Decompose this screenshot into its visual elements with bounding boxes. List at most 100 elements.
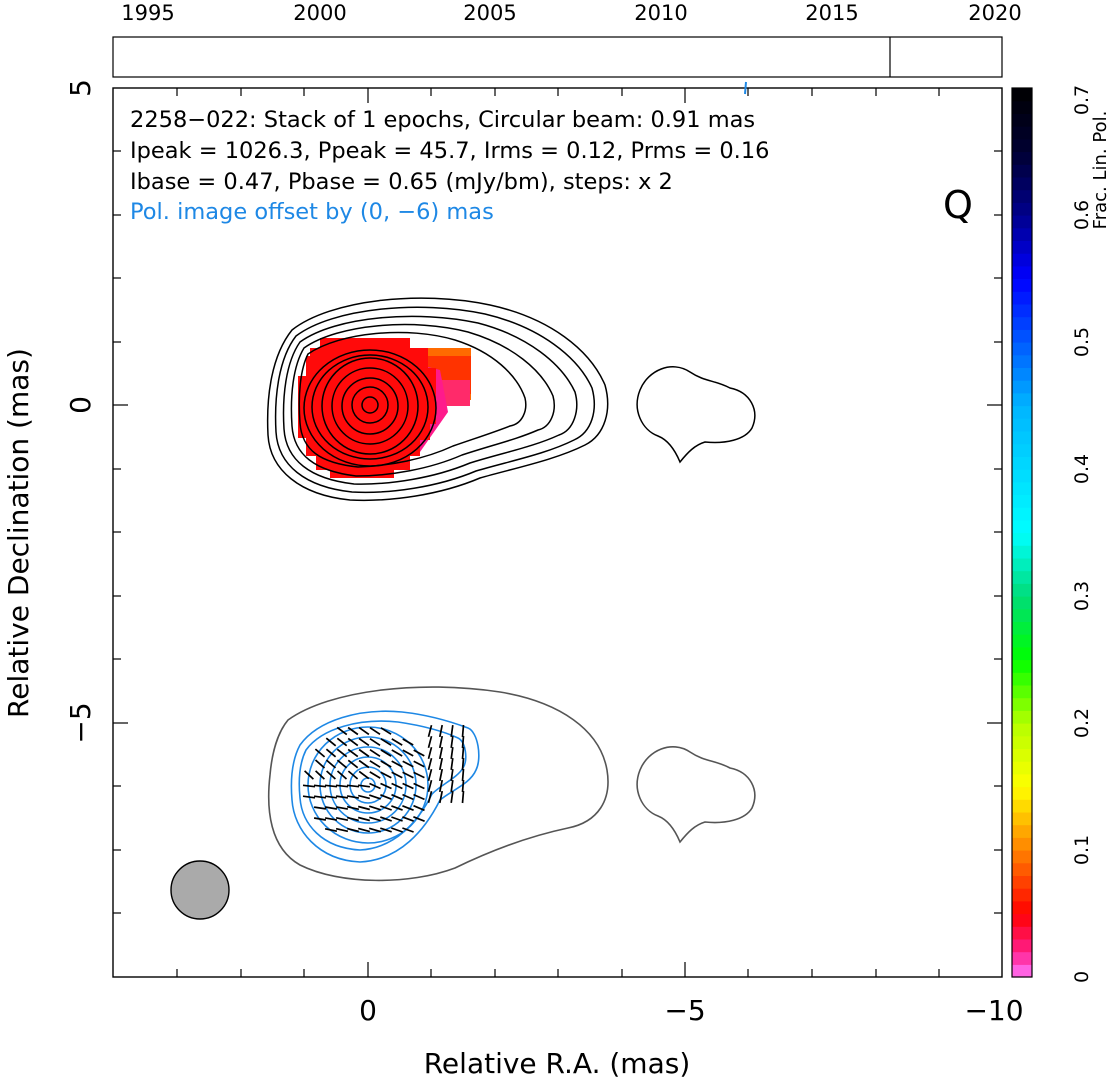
evpa-tick: [438, 790, 444, 804]
evpa-tick: [380, 794, 392, 800]
evpa-tick: [402, 771, 414, 779]
y-tick-label-5: 5: [64, 79, 97, 97]
evpa-tick: [402, 782, 414, 790]
evpa-tick: [325, 737, 337, 747]
evpa-tick: [336, 748, 348, 758]
colorbar-band: [1012, 469, 1032, 483]
colorbar-label: Frac. Lin. Pol.: [1090, 111, 1111, 230]
evpa-tick: [335, 784, 349, 788]
evpa-tick: [369, 805, 381, 811]
evpa-tick: [369, 760, 381, 768]
y-tick-label-minus5: −5: [64, 702, 97, 743]
stokes-i-contour-12: [361, 396, 379, 414]
colorbar-band: [1012, 456, 1032, 470]
evpa-tick: [402, 827, 414, 833]
evpa-tick: [313, 817, 327, 821]
colorbar-band: [1012, 418, 1032, 432]
evpa-tick: [324, 784, 338, 788]
colorbar-band: [1012, 938, 1032, 953]
evpa-tick: [304, 770, 314, 780]
evpa-tick: [413, 804, 425, 812]
evpa-tick: [347, 816, 359, 822]
evpa-tick: [357, 784, 371, 788]
colorbar-band: [1012, 278, 1032, 292]
axis-ticks: [113, 88, 1002, 977]
colorbar-band: [1012, 126, 1032, 140]
evpa-tick: [413, 816, 425, 822]
evpa-tick: [347, 759, 359, 769]
colorbar-band: [1012, 88, 1032, 102]
evpa-tick: [302, 784, 316, 788]
colorbar-band: [1012, 951, 1032, 965]
evpa-tick: [357, 816, 371, 822]
evpa-tick: [357, 827, 371, 833]
evpa-tick: [336, 737, 348, 747]
evpa-tick: [450, 757, 454, 771]
evpa-tick: [413, 749, 425, 757]
evpa-tick: [427, 724, 433, 738]
evpa-tick: [336, 759, 348, 769]
evpa-tick: [391, 782, 403, 790]
stokes-i-contour-8: [321, 357, 419, 455]
evpa-tick: [380, 816, 392, 822]
evpa-tick: [380, 727, 392, 735]
evpa-tick: [335, 795, 349, 799]
evpa-tick: [438, 779, 444, 793]
evpa-tick: [369, 737, 381, 747]
colorbar-band: [1012, 367, 1032, 381]
timeline-label-2020: 2020: [968, 1, 1021, 25]
colorbar-band: [1012, 964, 1032, 978]
timeline-label-2000: 2000: [293, 1, 346, 25]
evpa-tick: [324, 806, 338, 810]
colorbar-band: [1012, 799, 1032, 813]
colorbar-band: [1012, 176, 1032, 191]
colorbar-band: [1012, 837, 1032, 851]
pol-contour-2: [298, 720, 467, 851]
timeline-frame: [112, 36, 1003, 78]
timeline-label-1995: 1995: [121, 1, 174, 25]
colorbar-band: [1012, 684, 1032, 699]
colorbar-band: [1012, 532, 1032, 546]
colorbar-band: [1012, 316, 1032, 330]
evpa-tick: [461, 746, 465, 760]
evpa-tick: [450, 735, 454, 749]
colorbar-band: [1012, 710, 1032, 724]
stokes-i-contour-6: [303, 349, 437, 467]
evpa-tick: [438, 746, 444, 760]
colorbar-band: [1012, 913, 1032, 927]
evpa-tick: [358, 748, 370, 758]
colorbar-band: [1012, 875, 1032, 889]
evpa-tick: [461, 768, 465, 782]
evpa-tick: [438, 768, 444, 782]
evpa-tick: [438, 757, 444, 771]
colorbar-band: [1012, 697, 1032, 711]
info-line-2: Ipeak = 1026.3, Ppeak = 45.7, Irms = 0.1…: [130, 138, 769, 164]
evpa-tick: [313, 795, 327, 799]
evpa-tick: [391, 738, 403, 746]
stokes-i-contour-1: [266, 297, 609, 502]
colorbar-band: [1012, 723, 1032, 737]
info-line-1: 2258−022: Stack of 1 epochs, Circular be…: [130, 107, 755, 133]
evpa-tick: [391, 760, 403, 768]
colorbar-band: [1012, 672, 1032, 686]
evpa-tick: [427, 757, 433, 771]
evpa-tick: [358, 737, 370, 747]
evpa-tick: [315, 770, 325, 780]
colorbar-band: [1012, 634, 1032, 648]
evpa-tick: [391, 793, 403, 801]
colorbar-band: [1012, 100, 1032, 114]
colorbar-band: [1012, 557, 1032, 572]
stray-mark: [744, 81, 747, 95]
colorbar-band: [1012, 850, 1032, 864]
colorbar-frame: [1011, 87, 1033, 978]
colorbar-band: [1012, 862, 1032, 876]
evpa-tick: [358, 759, 370, 769]
colorbar-tick-0: 0: [1071, 971, 1093, 983]
timeline-label-2015: 2015: [805, 1, 858, 25]
evpa-tick: [438, 724, 444, 738]
colorbar-band: [1012, 138, 1032, 153]
stokes-i-contour-5: [298, 331, 527, 468]
evpa-tick: [427, 790, 433, 804]
colorbar-band: [1012, 900, 1032, 915]
